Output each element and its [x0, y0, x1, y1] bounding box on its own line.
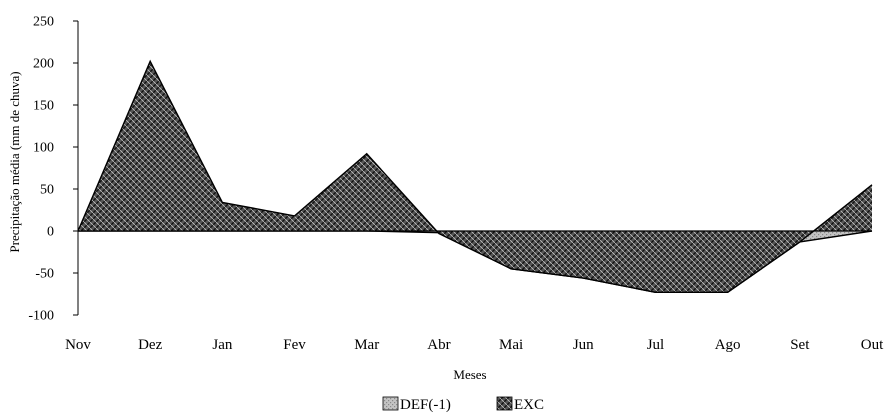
y-tick-label-5: 0: [47, 225, 54, 240]
series-area-exc: [78, 61, 872, 292]
legend: DEF(-1) EXC: [383, 397, 544, 413]
y-axis-title: Precipitação média (mm de chuva): [7, 71, 22, 252]
x-tick-label-mar: Mar: [354, 337, 379, 353]
x-tick-label-dez: Dez: [138, 337, 162, 353]
x-tick-label-ago: Ago: [715, 337, 741, 353]
x-tick-label-fev: Fev: [283, 337, 306, 353]
legend-label-def-1: DEF(-1): [400, 397, 451, 413]
x-tick-label-set: Set: [790, 337, 810, 353]
x-tick-label-mai: Mai: [499, 337, 523, 353]
legend-swatch-exc: [497, 397, 512, 410]
y-tick-label-2: 150: [33, 99, 54, 114]
y-tick-label-3: 100: [33, 141, 54, 156]
legend-swatch-def-1: [383, 397, 398, 410]
x-tick-label-jan: Jan: [212, 337, 232, 353]
y-tick-label-0: 250: [33, 15, 54, 30]
y-tick-label-7: -100: [28, 309, 54, 324]
y-tick-label-4: 50: [40, 183, 54, 198]
x-tick-label-abr: Abr: [427, 337, 450, 353]
x-axis-title: Meses: [453, 367, 486, 382]
x-tick-label-out: Out: [861, 337, 884, 353]
x-tick-label-jun: Jun: [573, 337, 594, 353]
x-tick-label-jul: Jul: [647, 337, 665, 353]
y-tick-label-1: 200: [33, 57, 54, 72]
x-tick-label-nov: Nov: [65, 337, 91, 353]
y-tick-label-6: -50: [35, 267, 54, 282]
series-layer: [78, 61, 872, 292]
legend-label-exc: EXC: [514, 397, 544, 413]
